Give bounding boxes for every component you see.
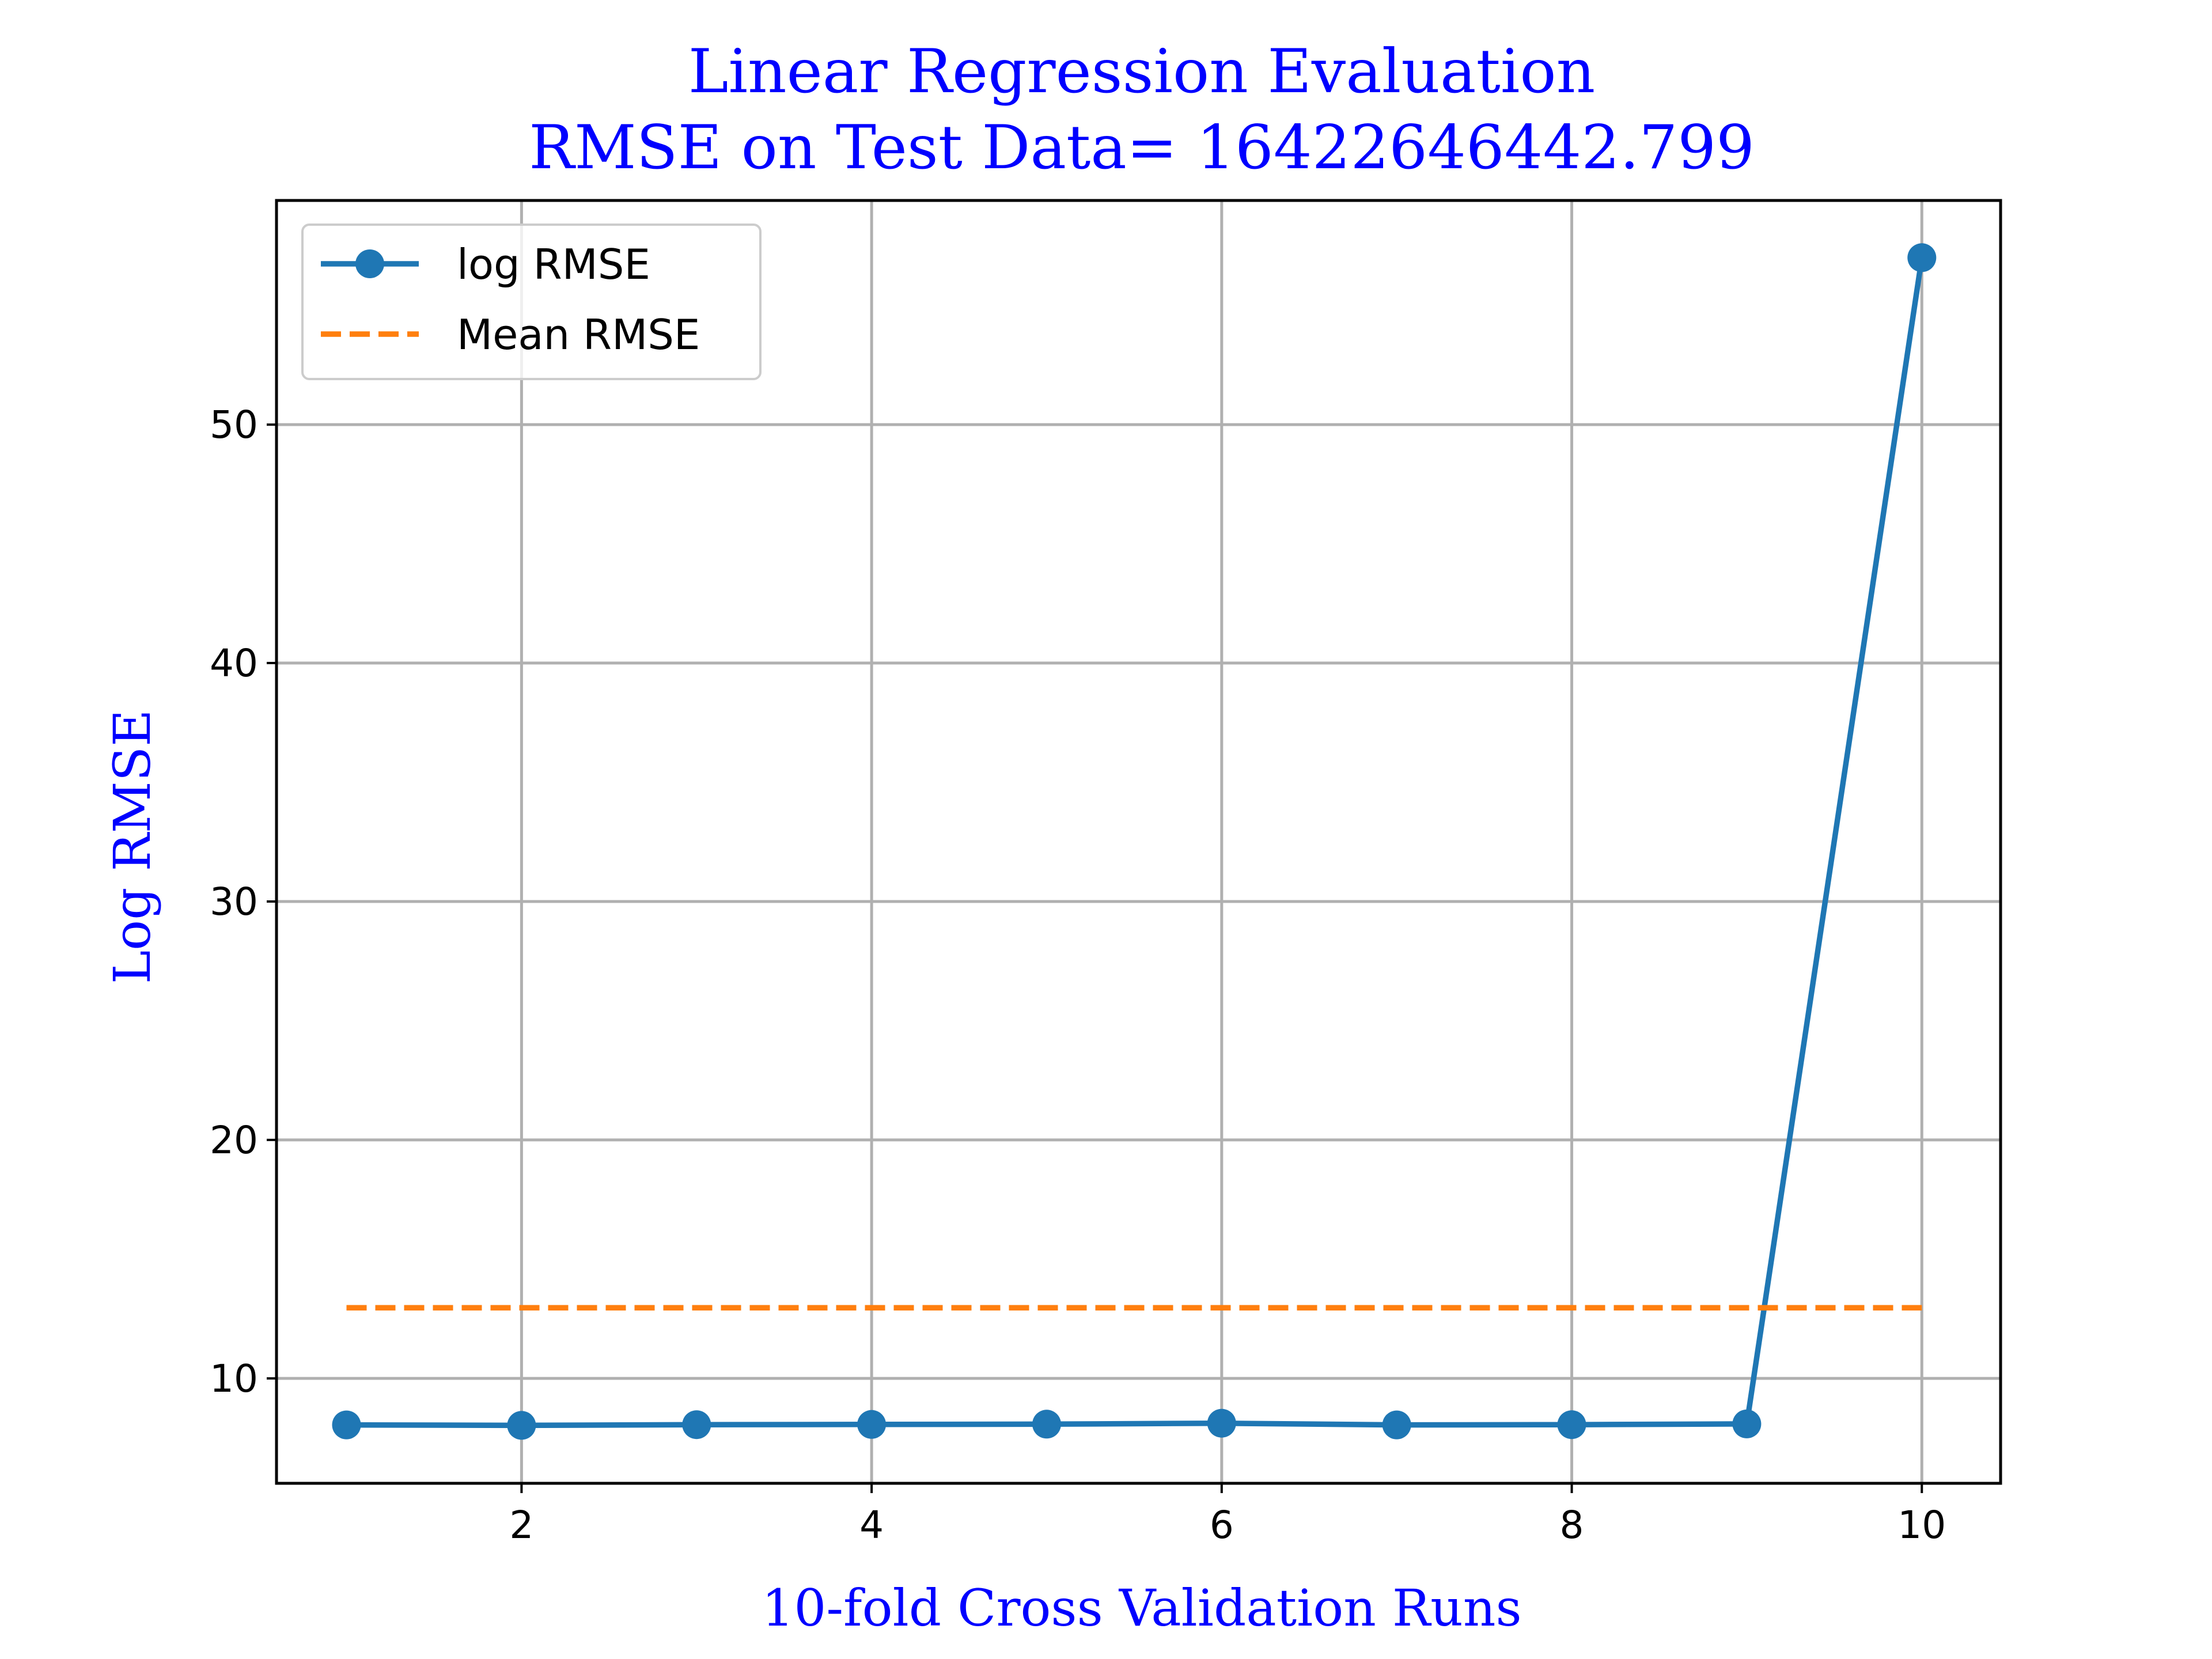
y-tick-label: 50 <box>210 403 258 447</box>
data-point <box>1382 1410 1411 1440</box>
legend: log RMSE Mean RMSE <box>301 224 762 380</box>
y-tick-label: 40 <box>210 641 258 685</box>
data-point <box>507 1411 536 1440</box>
legend-marker-log-rmse <box>355 249 384 278</box>
data-point <box>1207 1408 1236 1438</box>
x-tick-label: 4 <box>859 1503 884 1547</box>
x-tick-label: 6 <box>1210 1503 1234 1547</box>
plot-frame <box>275 199 2002 1485</box>
data-point <box>1732 1409 1762 1438</box>
data-point <box>332 1410 361 1440</box>
data-point <box>1032 1410 1061 1439</box>
chart-title-line1: Linear Regression Evaluation <box>688 36 1596 107</box>
legend-label: log RMSE <box>457 240 650 289</box>
plot-background <box>276 200 2001 1483</box>
series-line-log-rmse <box>346 257 1925 1429</box>
y-tick-label: 10 <box>210 1357 258 1401</box>
data-point <box>1557 1410 1586 1440</box>
data-point <box>1907 243 1937 272</box>
chart-title-line2: RMSE on Test Data= 16422646442.799 <box>529 112 1755 183</box>
y-tick-label: 20 <box>210 1118 258 1162</box>
x-tick-label: 10 <box>1897 1503 1946 1547</box>
y-axis-label: Log RMSE <box>103 710 162 984</box>
legend-label: Mean RMSE <box>457 310 700 359</box>
data-point <box>857 1410 887 1439</box>
x-tick-label: 8 <box>1560 1503 1584 1547</box>
plot-area: 2 4 6 8 10 10 20 30 40 50 log RMSE Mean RMSE <box>210 199 2002 1547</box>
x-axis-label: 10-fold Cross Validation Runs <box>762 1578 1521 1638</box>
y-tick-label: 30 <box>210 880 258 924</box>
data-point <box>682 1410 711 1440</box>
x-tick-label: 2 <box>509 1503 533 1547</box>
